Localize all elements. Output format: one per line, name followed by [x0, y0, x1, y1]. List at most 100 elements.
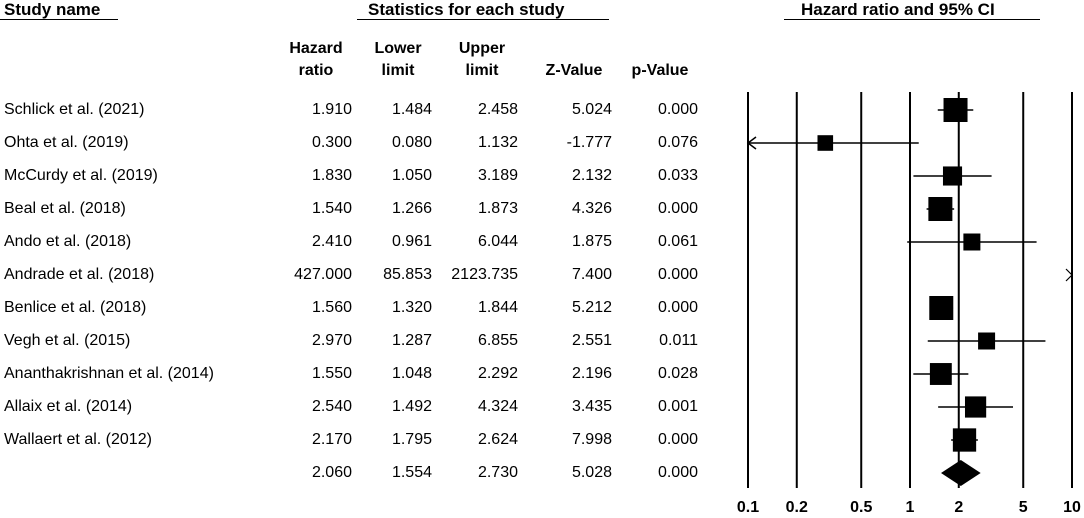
hazard-ratio-cell: 1.830 [311, 167, 352, 184]
p-value-cell: 0.000 [657, 101, 698, 118]
study-name-cell: Beal et al. (2018) [4, 200, 126, 217]
ci-arrow-right [1065, 268, 1073, 282]
upper-limit-cell: 2.458 [477, 101, 518, 118]
p-value-cell: 0.076 [657, 134, 698, 151]
col-lower-limit-line1: Lower [374, 40, 422, 57]
z-value-cell: 1.875 [571, 233, 612, 250]
x-tick-label: 0.5 [850, 499, 872, 516]
z-value-cell: -1.777 [566, 134, 612, 151]
p-value-cell: 0.000 [657, 200, 698, 217]
study-name-cell: Benlice et al. (2018) [4, 299, 147, 316]
hazard-ratio-cell: 1.560 [311, 299, 352, 316]
summary-diamond [941, 460, 981, 486]
study-marker [963, 233, 981, 251]
col-z-value: Z-Value [545, 62, 603, 79]
ci-arrow-left [746, 136, 757, 150]
statistics-underline [357, 19, 609, 20]
study-marker [929, 296, 954, 320]
study-name-cell: Ohta et al. (2019) [4, 134, 129, 151]
upper-limit-cell: 6.855 [477, 332, 518, 349]
upper-limit-cell: 1.873 [477, 200, 518, 217]
upper-limit-cell: 4.324 [477, 398, 518, 415]
lower-limit-cell: 0.080 [391, 134, 432, 151]
plot-header-underline [784, 19, 1040, 20]
hazard-ratio-cell: 1.540 [311, 200, 352, 217]
z-value-cell: 3.435 [571, 398, 612, 415]
upper-limit-cell: 1.844 [477, 299, 518, 316]
study-name-cell: McCurdy et al. (2019) [4, 167, 158, 184]
study-marker [978, 332, 996, 350]
z-value-cell: 2.196 [571, 365, 612, 382]
lower-limit-cell: 1.266 [391, 200, 432, 217]
z-value-cell: 7.998 [571, 431, 612, 448]
lower-limit-cell: 1.048 [391, 365, 432, 382]
z-value-cell: 4.326 [571, 200, 612, 217]
hazard-ratio-cell: 1.550 [311, 365, 352, 382]
p-value-cell: 0.000 [657, 431, 698, 448]
study-name-header: Study name [4, 0, 101, 19]
z-value-cell: 5.024 [571, 101, 612, 118]
lower-limit-cell: 1.484 [391, 101, 432, 118]
study-marker [964, 396, 987, 418]
summary-lower-limit-cell: 1.554 [391, 464, 432, 481]
z-value-cell: 2.551 [571, 332, 612, 349]
lower-limit-cell: 1.287 [391, 332, 432, 349]
study-name-cell: Andrade et al. (2018) [4, 266, 155, 283]
x-tick-label: 5 [1019, 499, 1028, 516]
x-tick-label: 2 [954, 499, 963, 516]
study-name-cell: Allaix et al. (2014) [4, 398, 133, 415]
p-value-cell: 0.001 [657, 398, 698, 415]
col-hazard-ratio-line1: Hazard [289, 40, 343, 57]
x-tick-label: 0.1 [737, 499, 759, 516]
plot-header: Hazard ratio and 95% CI [801, 0, 995, 19]
upper-limit-cell: 2.624 [477, 431, 518, 448]
p-value-cell: 0.011 [659, 332, 698, 349]
hazard-ratio-cell: 2.170 [311, 431, 352, 448]
study-marker [817, 135, 834, 151]
hazard-ratio-cell: 2.540 [311, 398, 352, 415]
study-name-underline [0, 19, 118, 20]
x-tick-label: 10 [1063, 499, 1081, 516]
study-marker [952, 428, 977, 452]
hazard-ratio-cell: 2.970 [311, 332, 352, 349]
upper-limit-cell: 2.292 [477, 365, 518, 382]
col-hazard-ratio: Hazard ratio [276, 38, 356, 82]
col-lower-limit-line2: limit [381, 62, 415, 79]
summary-hazard-ratio-cell: 2.060 [311, 464, 352, 481]
p-value-cell: 0.000 [657, 266, 698, 283]
col-upper-limit: Upper limit [444, 38, 520, 82]
study-marker [929, 363, 952, 385]
upper-limit-cell: 2123.735 [451, 266, 518, 283]
study-marker [928, 197, 953, 221]
hazard-ratio-cell: 427.000 [294, 266, 352, 283]
study-marker [942, 166, 963, 186]
z-value-cell: 2.132 [571, 167, 612, 184]
col-upper-limit-line2: limit [465, 62, 499, 79]
x-tick-label: 1 [906, 499, 915, 516]
summary-p-value-cell: 0.000 [657, 464, 698, 481]
study-name-cell: Ananthakrishnan et al. (2014) [4, 365, 214, 382]
col-hazard-ratio-line2: ratio [298, 62, 334, 79]
x-tick-label: 0.2 [786, 499, 808, 516]
z-value-cell: 7.400 [571, 266, 612, 283]
upper-limit-cell: 3.189 [477, 167, 518, 184]
upper-limit-cell: 1.132 [477, 134, 518, 151]
summary-z-value-cell: 5.028 [571, 464, 612, 481]
p-value-cell: 0.033 [657, 167, 698, 184]
col-lower-limit: Lower limit [360, 38, 436, 82]
summary-upper-limit-cell: 2.730 [477, 464, 518, 481]
col-upper-limit-line1: Upper [458, 40, 506, 57]
p-value-cell: 0.000 [657, 299, 698, 316]
statistics-header: Statistics for each study [368, 0, 565, 19]
study-name-cell: Schlick et al. (2021) [4, 101, 145, 118]
study-marker [943, 98, 968, 122]
hazard-ratio-cell: 0.300 [311, 134, 352, 151]
lower-limit-cell: 85.853 [383, 266, 432, 283]
lower-limit-cell: 1.320 [391, 299, 432, 316]
lower-limit-cell: 1.050 [391, 167, 432, 184]
lower-limit-cell: 1.492 [391, 398, 432, 415]
hazard-ratio-cell: 1.910 [311, 101, 352, 118]
lower-limit-cell: 1.795 [391, 431, 432, 448]
lower-limit-cell: 0.961 [391, 233, 432, 250]
